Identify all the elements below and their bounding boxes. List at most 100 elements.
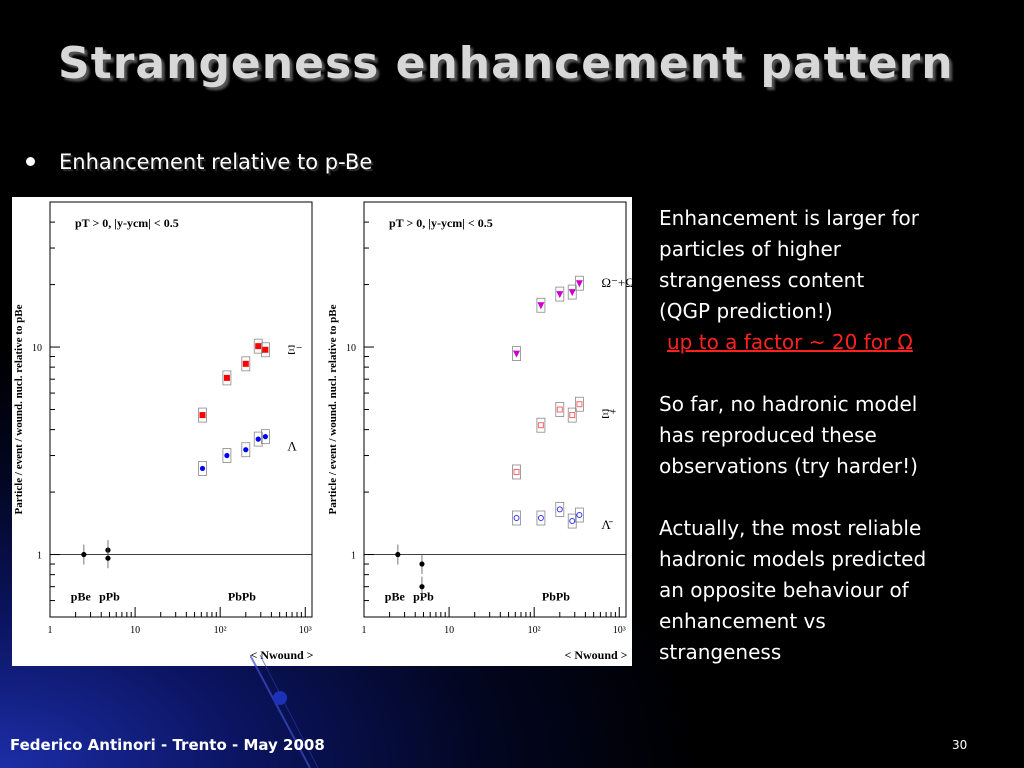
region-label: PbPb <box>542 590 570 604</box>
highlight-text: up to a factor ~ 20 for Ω <box>667 330 913 354</box>
error-box <box>253 338 263 354</box>
error-box <box>567 513 577 529</box>
data-point <box>223 374 230 381</box>
page-number: 30 <box>952 738 968 752</box>
chart-title: pT > 0, |y-ycm| < 0.5 <box>389 216 493 230</box>
error-box <box>222 448 232 463</box>
side-paragraph-1: Enhancement is larger for particles of h… <box>659 203 1009 358</box>
data-point <box>262 346 269 353</box>
data-point <box>575 280 583 288</box>
data-point <box>576 512 583 519</box>
bullet-text: Enhancement relative to p-Be <box>59 150 373 174</box>
x-tick-label: 10² <box>214 625 227 636</box>
side-line: So far, no hadronic model <box>659 392 918 416</box>
legend-label: Ω⁻+Ω̄⁺ <box>601 275 632 290</box>
x-axis-label: < Nwound > <box>250 648 313 662</box>
data-point <box>419 561 425 567</box>
bullet-item: Enhancement relative to p-Be <box>26 150 372 174</box>
chart-figure: 1 10 10² 10³ 1 10 pT > 0, |y-ycm| < 0.5 < Nwoun… <box>12 197 632 666</box>
x-tick-label: 10² <box>528 625 541 636</box>
data-point <box>568 289 576 297</box>
side-line: strangeness <box>659 640 782 664</box>
error-box <box>198 461 207 476</box>
data-point <box>199 465 206 472</box>
slide-title: Strangeness enhancement pattern <box>58 38 954 89</box>
legend-label: Λ <box>287 439 297 454</box>
data-point <box>556 291 564 299</box>
side-paragraph-2: So far, no hadronic model has reproduced… <box>659 389 1009 482</box>
data-point <box>224 452 230 459</box>
error-box <box>574 275 584 291</box>
side-line: an opposite behaviour of <box>659 578 909 602</box>
data-point <box>243 447 249 453</box>
data-point <box>513 468 520 475</box>
error-box <box>260 342 270 358</box>
data-point <box>419 584 425 590</box>
data-point <box>242 360 249 367</box>
error-box <box>241 356 251 372</box>
error-box <box>512 346 521 361</box>
y-tick-label: 1 <box>351 551 356 562</box>
data-point <box>537 302 545 310</box>
error-box <box>567 284 577 300</box>
charts-svg: 1 10 10² 10³ 1 10 pT > 0, |y-ycm| < 0.5 < Nwoun… <box>13 201 632 662</box>
side-line: hadronic models predicted <box>659 547 927 571</box>
x-tick-label: 10 <box>444 625 454 636</box>
data-point <box>105 555 111 561</box>
error-box <box>567 407 577 423</box>
side-line: enhancement vs <box>659 609 826 633</box>
side-line: observations (try harder!) <box>659 454 918 478</box>
data-point <box>81 551 87 558</box>
error-box <box>198 407 207 423</box>
error-box <box>512 464 521 480</box>
data-point <box>255 436 261 442</box>
y-axis-label: Particle / event / wound. nucl. relative… <box>327 304 339 514</box>
error-box <box>555 286 565 302</box>
error-box <box>536 297 546 313</box>
legend-label: Ξ⁻ <box>287 342 302 357</box>
x-tick-label: 10 <box>130 625 140 636</box>
data-point <box>569 518 576 525</box>
y-tick-label: 1 <box>37 551 42 562</box>
side-line: particles of higher <box>659 237 841 261</box>
side-paragraph-3: Actually, the most reliable hadronic mod… <box>659 513 1009 668</box>
error-box <box>536 417 546 433</box>
side-line: Enhancement is larger for <box>659 206 919 230</box>
chart-title: pT > 0, |y-ycm| < 0.5 <box>75 216 179 230</box>
side-line: has reproduced these <box>659 423 877 447</box>
data-point <box>556 406 563 413</box>
data-point <box>262 434 268 440</box>
region-label: pPb <box>413 590 434 604</box>
data-point <box>513 350 521 358</box>
data-point <box>255 343 262 350</box>
error-box <box>574 396 584 412</box>
data-point <box>556 506 563 513</box>
error-box <box>555 502 565 517</box>
region-label: pBe <box>385 590 406 604</box>
chart-panel-2: 1 10 10² 10³ 1 10 pT > 0, |y-ycm| < 0.5 < Nwoun… <box>327 201 632 662</box>
bullet-dot-icon <box>26 156 35 166</box>
error-box <box>536 510 546 526</box>
x-tick-label: 10³ <box>299 625 312 636</box>
data-point <box>569 412 576 419</box>
side-text: Enhancement is larger for particles of h… <box>659 203 1009 699</box>
error-box <box>512 510 521 526</box>
error-box <box>253 431 263 447</box>
region-label: pBe <box>71 590 92 604</box>
data-point <box>395 551 401 558</box>
side-line: (QGP prediction!) <box>659 299 833 323</box>
chart-panel-1: 1 10 10² 10³ 1 10 pT > 0, |y-ycm| < 0.5 < Nwoun… <box>13 201 314 662</box>
footer-author: Federico Antinori - Trento - May 2008 <box>10 736 325 754</box>
data-point <box>513 514 520 521</box>
x-tick-label: 10³ <box>613 625 626 636</box>
y-axis-label: Particle / event / wound. nucl. relative… <box>13 304 25 514</box>
region-label: pPb <box>99 590 120 604</box>
x-tick-label: 1 <box>48 625 53 636</box>
data-point <box>199 412 206 419</box>
error-box <box>241 442 251 458</box>
y-tick-label: 10 <box>32 343 42 354</box>
side-line: strangeness content <box>659 268 865 292</box>
x-tick-label: 1 <box>362 625 367 636</box>
error-box <box>555 402 565 417</box>
data-point <box>537 422 544 429</box>
